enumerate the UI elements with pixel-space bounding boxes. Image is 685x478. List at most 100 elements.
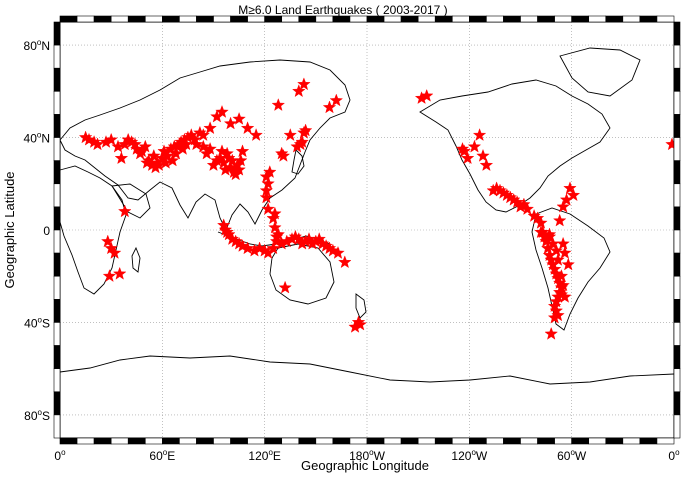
earthquake-star-marker — [271, 98, 286, 111]
earthquake-markers — [78, 77, 679, 340]
frame-segment — [400, 15, 419, 23]
frame-segment — [53, 137, 61, 161]
greenland-coastline — [559, 47, 641, 97]
frame-segment — [349, 15, 368, 23]
earthquake-star-marker — [457, 144, 471, 158]
frame-segment — [332, 437, 351, 445]
frame-segment — [605, 437, 624, 445]
frame-segment — [59, 437, 78, 445]
frame-segment — [417, 15, 436, 23]
frame-segment — [179, 15, 197, 23]
frame-segment — [451, 437, 470, 445]
earthquake-star-marker — [467, 139, 482, 153]
earthquake-star-marker — [563, 181, 577, 195]
earthquake-star-marker — [534, 225, 548, 239]
frame-segment — [673, 91, 681, 115]
earthquake-star-marker — [271, 227, 286, 241]
earthquake-star-marker — [112, 266, 127, 280]
earthquake-star-marker — [240, 121, 255, 135]
frame-segment — [332, 15, 351, 23]
earthquake-star-marker — [165, 153, 180, 167]
frame-segment — [53, 299, 61, 323]
frame-segment — [196, 15, 214, 23]
frame-segment — [127, 15, 146, 23]
longitude-tick-label: 0o — [54, 448, 66, 463]
longitude-tick-label: 180oW — [349, 448, 385, 463]
frame-segment — [673, 206, 681, 231]
longitude-tick-label: 120oE — [248, 448, 281, 463]
earthquake-star-marker — [338, 255, 352, 269]
frame-segment — [162, 15, 180, 23]
earthquake-star-marker — [520, 202, 535, 215]
longitude-tick-label: 0o — [668, 448, 680, 463]
earthquake-star-marker — [544, 326, 558, 340]
earthquake-star-marker — [234, 153, 248, 167]
earthquake-star-marker — [203, 121, 217, 135]
graticule — [60, 22, 674, 438]
latitude-tick-label: 0 — [43, 224, 50, 238]
earthquake-star-marker — [240, 241, 255, 255]
frame-segment — [53, 160, 61, 185]
frame-segment — [59, 15, 78, 23]
new-zealand-coastline — [355, 293, 367, 319]
frame-segment — [571, 437, 590, 445]
frame-segment — [53, 114, 61, 138]
frame-segment — [622, 437, 641, 445]
frame-segment — [673, 137, 681, 161]
frame-segment — [673, 229, 681, 254]
frame-segment — [673, 21, 681, 46]
earthquake-star-marker — [235, 144, 250, 158]
latitude-tick-labels: 80oN 40oN 0 40oS 80oS — [24, 38, 51, 423]
frame-segment — [53, 368, 61, 393]
earthquake-star-marker — [232, 112, 246, 125]
frame-segment — [53, 414, 61, 439]
earthquake-star-marker — [331, 246, 345, 259]
frame-segment — [230, 437, 248, 445]
chart-title: M≥6.0 Land Earthquakes ( 2003-2017 ) — [238, 3, 447, 17]
earthquake-star-marker — [124, 135, 139, 148]
frame-segment — [469, 15, 487, 23]
frame-segment — [537, 437, 555, 445]
frame-segment — [673, 252, 681, 277]
earthquake-star-marker — [232, 162, 246, 176]
frame-segment — [315, 15, 334, 23]
earthquake-star-marker — [556, 236, 570, 250]
earthquake-star-marker — [268, 220, 282, 234]
frame-segment — [110, 437, 129, 445]
earthquake-star-marker — [558, 246, 572, 259]
earthquake-star-marker — [353, 317, 367, 331]
frame-segment — [520, 15, 538, 23]
south-america-coastline — [531, 207, 611, 331]
frame-segment — [162, 437, 180, 445]
earthquake-star-marker — [551, 252, 565, 266]
earthquake-star-marker — [189, 137, 204, 151]
earthquake-star-marker — [223, 116, 238, 130]
earthquake-star-marker — [472, 128, 487, 141]
y-axis-label: Geographic Latitude — [2, 171, 17, 288]
frame-segment — [400, 437, 419, 445]
frame-segment — [434, 437, 453, 445]
eurasia-coastline — [59, 59, 351, 232]
frame-segment — [588, 437, 607, 445]
frame-segment — [53, 44, 61, 69]
frame-segment — [588, 15, 607, 23]
earthquake-star-marker — [554, 269, 569, 282]
earthquake-star-marker — [489, 181, 504, 195]
frame-segment — [298, 437, 317, 445]
earthquake-star-marker — [276, 148, 291, 162]
frame-segment — [673, 414, 681, 439]
earthquake-star-marker — [121, 132, 135, 146]
frame-segment — [349, 437, 368, 445]
x-axis-label: Geographic Longitude — [301, 458, 429, 473]
earthquake-star-marker — [295, 135, 309, 148]
earthquake-star-marker — [102, 269, 117, 282]
earthquake-star-marker — [114, 151, 129, 165]
earthquake-star-marker — [196, 128, 210, 141]
frame-segment — [639, 15, 658, 23]
frame-segment — [673, 391, 681, 416]
map-plot-area — [53, 15, 681, 445]
frame-segment — [605, 15, 624, 23]
longitude-tick-label: 120oW — [451, 448, 487, 463]
frame-segment — [434, 15, 453, 23]
frame-segment — [469, 437, 487, 445]
